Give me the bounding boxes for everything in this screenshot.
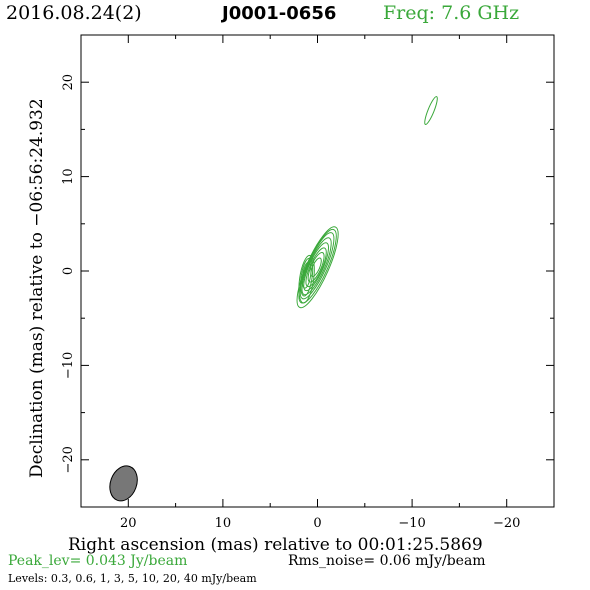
- y-axis-title: Declination (mas) relative to −06:56:24.…: [27, 98, 47, 478]
- contour-levels: Levels: 0.3, 0.6, 1, 3, 5, 10, 20, 40 mJ…: [8, 572, 257, 585]
- source-name: J0001-0656: [222, 3, 337, 24]
- contour-faint: [424, 96, 438, 125]
- contour-core: [298, 228, 337, 304]
- observation-date: 2016.08.24(2): [6, 2, 142, 24]
- peak-level: Peak_lev= 0.043 Jy/beam: [8, 553, 188, 569]
- x-tick-label: 0: [313, 516, 321, 531]
- beam-ellipse: [109, 465, 138, 502]
- contour-core-lobe: [301, 261, 312, 289]
- x-tick-label: 10: [215, 516, 232, 531]
- y-tick-label: 20: [61, 74, 76, 91]
- contour-set: [296, 96, 438, 309]
- beam-ellipse-group: [109, 465, 138, 502]
- y-tick-label: −20: [61, 446, 76, 473]
- x-tick-label: 20: [120, 516, 137, 531]
- contour-core: [296, 226, 339, 309]
- x-tick-label: −10: [398, 516, 425, 531]
- frequency-label: Freq: 7.6 GHz: [383, 2, 520, 24]
- plot-frame: [80, 34, 555, 508]
- rms-noise: Rms_noise= 0.06 mJy/beam: [288, 553, 486, 569]
- y-tick-label: 0: [61, 267, 76, 275]
- y-tick-labels: −20 −10 0 10 20: [61, 74, 76, 474]
- contour-core-lobe: [298, 254, 315, 304]
- x-tick-labels: 20 10 0 −10 −20: [120, 516, 520, 531]
- contour-core-lobe: [300, 257, 314, 297]
- y-tick-label: −10: [61, 352, 76, 379]
- x-tick-label: −20: [493, 516, 520, 531]
- y-tick-label: 10: [61, 168, 76, 185]
- axis-ticks: [80, 34, 555, 508]
- x-axis-title: Right ascension (mas) relative to 00:01:…: [68, 535, 483, 555]
